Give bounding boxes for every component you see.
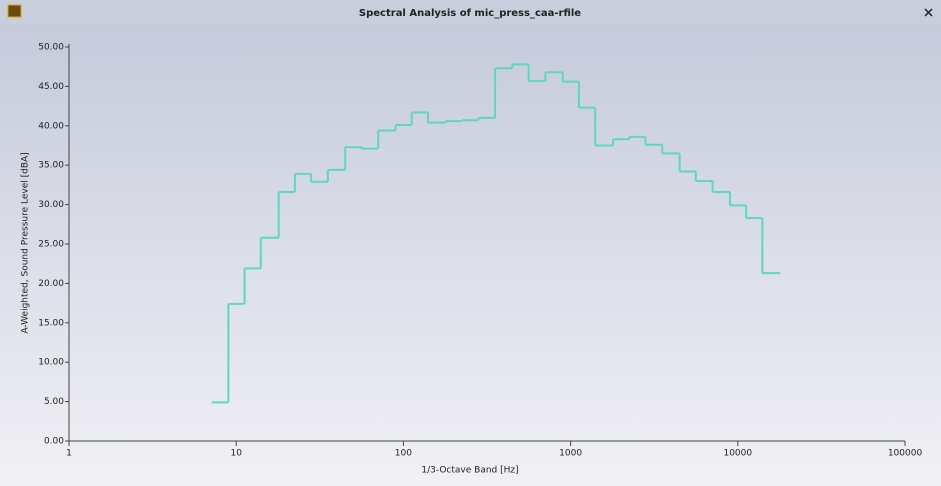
y-tick-label: 50.00: [38, 43, 64, 53]
y-tick-label: 30.00: [38, 200, 64, 210]
y-tick-label: 25.00: [38, 240, 64, 250]
x-tick-label: 10000: [723, 449, 752, 459]
y-tick-label: 45.00: [38, 82, 64, 92]
y-tick-label: 0.00: [44, 437, 64, 447]
x-tick-label: 10: [230, 449, 242, 459]
close-button[interactable]: [924, 8, 933, 17]
y-tick-label: 5.00: [44, 397, 64, 407]
y-axis-label: A-Weighted, Sound Pressure Level [dBA]: [21, 152, 31, 333]
x-tick-label: 100: [395, 449, 412, 459]
x-axis-label: 1/3-Octave Band [Hz]: [421, 466, 518, 476]
window-title: Spectral Analysis of mic_press_caa-rfile: [359, 8, 581, 19]
app-icon: [7, 4, 22, 18]
y-tick-label: 15.00: [38, 318, 64, 328]
y-tick-label: 20.00: [38, 279, 64, 289]
y-tick-label: 35.00: [38, 161, 64, 171]
x-tick-label: 100000: [888, 449, 923, 459]
x-tick-label: 1000: [559, 449, 582, 459]
x-tick-label: 1: [66, 449, 72, 459]
title-bar: [0, 0, 941, 24]
y-tick-label: 40.00: [38, 121, 64, 131]
y-tick-label: 10.00: [38, 358, 64, 368]
